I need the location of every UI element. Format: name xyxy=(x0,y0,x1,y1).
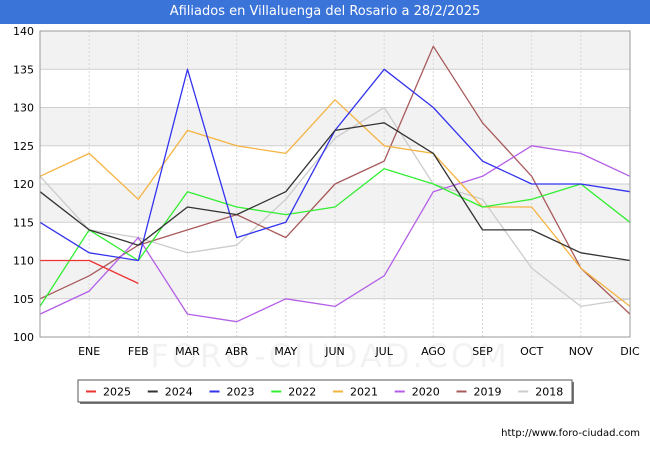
y-tick-label: 135 xyxy=(13,63,34,76)
x-tick-label: SEP xyxy=(472,345,493,358)
watermark: FORO-CIUDAD.COM xyxy=(150,337,510,375)
x-tick-label: AGO xyxy=(421,345,446,358)
grid-band xyxy=(40,31,630,70)
series-line-2025 xyxy=(40,259,139,284)
legend-box xyxy=(77,379,573,403)
source-link[interactable]: http://www.foro-ciudad.com xyxy=(501,428,640,439)
x-tick-label: ABR xyxy=(225,345,248,358)
y-tick-label: 120 xyxy=(13,178,34,191)
y-tick-label: 100 xyxy=(13,331,34,344)
legend: 2025 2024 2023 2022 2021 2020 2019 2018 xyxy=(77,379,574,404)
series-line-2024 xyxy=(39,122,631,262)
y-tick-label: 140 xyxy=(13,25,34,38)
y-tick-label: 115 xyxy=(13,216,34,229)
x-tick-label: ENE xyxy=(78,345,100,358)
y-tick-label: 125 xyxy=(13,140,34,153)
x-tick-label: DIC xyxy=(620,345,640,358)
x-tick-label: NOV xyxy=(569,345,594,358)
legend-label-2023: 2023 xyxy=(227,386,255,399)
x-tick-label: FEB xyxy=(128,345,149,358)
chart-title: Afiliados en Villaluenga del Rosario a 2… xyxy=(0,0,650,24)
y-tick-label: 110 xyxy=(13,255,34,268)
x-tick-label: MAY xyxy=(274,345,297,358)
x-tick-label: OCT xyxy=(520,345,543,358)
legend-label-2022: 2022 xyxy=(288,386,316,399)
plot-border xyxy=(39,30,631,338)
legend-label-2020: 2020 xyxy=(412,386,440,399)
legend-label-2025: 2025 xyxy=(103,386,131,399)
legend-label-2018: 2018 xyxy=(535,386,563,399)
legend-label-2019: 2019 xyxy=(474,386,502,399)
legend-label-2021: 2021 xyxy=(350,386,378,399)
x-tick-label: JUL xyxy=(374,345,393,358)
y-tick-label: 130 xyxy=(13,102,34,115)
x-tick-label: MAR xyxy=(175,345,200,358)
x-tick-label: JUN xyxy=(324,345,345,358)
series-line-2020 xyxy=(39,145,631,323)
y-tick-label: 105 xyxy=(13,293,34,306)
series-line-2021 xyxy=(39,99,631,307)
legend-label-2024: 2024 xyxy=(165,386,193,399)
